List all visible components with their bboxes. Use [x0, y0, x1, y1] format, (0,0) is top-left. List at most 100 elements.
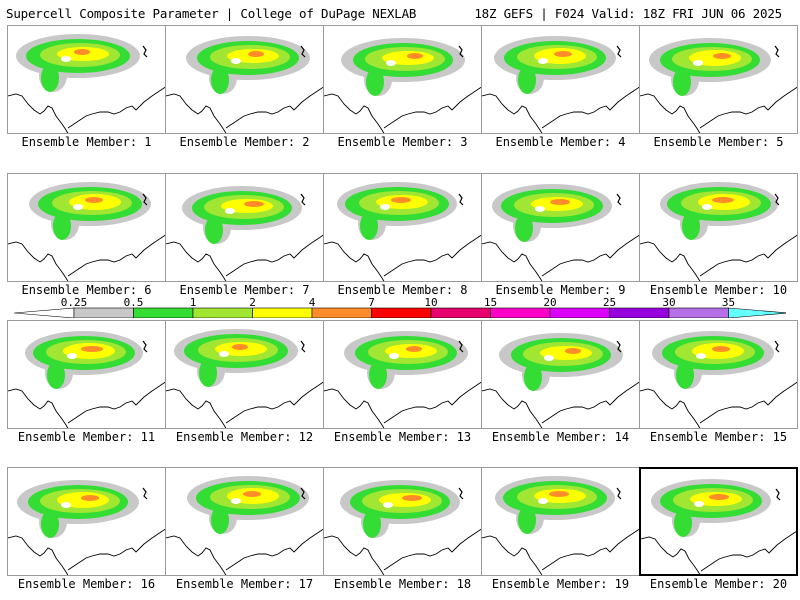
ensemble-member-map[interactable] — [481, 25, 640, 134]
lake-outline — [774, 340, 780, 353]
ensemble-member-label: Ensemble Member: 3 — [337, 135, 468, 149]
ensemble-member-map[interactable] — [639, 25, 798, 134]
coastline-border — [482, 381, 639, 428]
scp-contour-green — [673, 68, 691, 96]
scp-clear-spot — [696, 353, 706, 359]
ensemble-member-label: Ensemble Member: 4 — [495, 135, 626, 149]
ensemble-member-map[interactable] — [323, 320, 482, 429]
scp-contour-green — [369, 361, 387, 389]
ensemble-member-map[interactable] — [481, 173, 640, 282]
colorbar-segment — [668, 307, 729, 318]
colorbar-tick-label: 7 — [368, 296, 375, 309]
coastline-border — [8, 381, 165, 428]
scp-contour-green — [518, 506, 536, 534]
coastline-border — [482, 528, 639, 575]
coastline-border — [324, 86, 481, 133]
colorbar-segment — [252, 307, 313, 318]
scp-contour-orange — [74, 49, 90, 55]
lake-outline — [458, 487, 464, 500]
scp-clear-spot — [694, 501, 704, 507]
coastline-border — [166, 381, 323, 428]
scp-clear-spot — [73, 204, 83, 210]
coastline-border — [166, 234, 323, 281]
ensemble-member-label: Ensemble Member: 15 — [649, 430, 788, 444]
scp-clear-spot — [535, 206, 545, 212]
colorbar-tick-label: 2 — [249, 296, 256, 309]
lake-outline — [616, 487, 622, 500]
colorbar-segment — [490, 307, 551, 318]
ensemble-member-label: Ensemble Member: 14 — [491, 430, 630, 444]
scp-contour-orange — [248, 51, 264, 57]
ensemble-member-label: Ensemble Member: 12 — [175, 430, 314, 444]
colorbar-segment — [430, 307, 491, 318]
ensemble-member-label: Ensemble Member: 8 — [337, 283, 468, 297]
ensemble-member-map[interactable] — [7, 467, 166, 576]
coastline-border — [640, 86, 797, 133]
scp-contour-green — [41, 64, 59, 92]
colorbar-tick-label: 4 — [308, 296, 316, 309]
ensemble-member-label: Ensemble Member: 10 — [649, 283, 788, 297]
ensemble-member-map[interactable] — [165, 25, 324, 134]
ensemble-member-map[interactable] — [481, 467, 640, 576]
scp-clear-spot — [544, 355, 554, 361]
ensemble-member-map[interactable] — [7, 320, 166, 429]
lake-outline — [300, 45, 306, 58]
ensemble-member-label: Ensemble Member: 11 — [17, 430, 156, 444]
scp-clear-spot — [380, 204, 390, 210]
scp-contour-green — [53, 212, 71, 240]
scp-clear-spot — [702, 204, 712, 210]
scp-contour-green — [199, 359, 217, 387]
lake-outline — [142, 45, 148, 58]
colorbar-tick-label: 0.25 — [60, 296, 88, 309]
ensemble-member-map[interactable] — [165, 467, 324, 576]
lake-outline — [774, 45, 780, 58]
ensemble-member-map[interactable] — [323, 467, 482, 576]
ensemble-member-map[interactable] — [7, 173, 166, 282]
ensemble-member-map[interactable] — [323, 173, 482, 282]
scp-clear-spot — [538, 498, 548, 504]
scp-contour-green — [518, 66, 536, 94]
scp-clear-spot — [219, 351, 229, 357]
ensemble-member-map[interactable] — [639, 320, 798, 429]
scp-contour-green — [211, 506, 229, 534]
ensemble-member-map[interactable] — [7, 25, 166, 134]
scp-clear-spot — [693, 60, 703, 66]
ensemble-member-label: Ensemble Member: 16 — [17, 577, 156, 591]
ensemble-member-map[interactable] — [165, 320, 324, 429]
ensemble-member-map[interactable] — [481, 320, 640, 429]
scp-contour-green — [524, 363, 542, 391]
scp-contour-orange — [712, 197, 734, 203]
scp-contour-green — [360, 212, 378, 240]
coastline-border — [482, 86, 639, 133]
colorbar-segment — [728, 307, 786, 318]
coastline-border — [640, 234, 797, 281]
ensemble-member-map[interactable] — [639, 173, 798, 282]
scp-contour-orange — [81, 495, 99, 501]
ensemble-member-map[interactable] — [323, 25, 482, 134]
ensemble-member-label: Ensemble Member: 6 — [21, 283, 152, 297]
coastline-border — [324, 528, 481, 575]
scp-contour-green — [674, 509, 692, 537]
scp-contour-green — [211, 66, 229, 94]
colorbar-tick-label: 10 — [424, 296, 438, 309]
lake-outline — [458, 45, 464, 58]
scp-clear-spot — [231, 58, 241, 64]
ensemble-member-label: Ensemble Member: 13 — [333, 430, 472, 444]
scp-contour-orange — [549, 491, 569, 497]
colorbar-tick-label: 25 — [602, 296, 617, 309]
scp-clear-spot — [61, 56, 71, 62]
ensemble-member-label: Ensemble Member: 5 — [653, 135, 784, 149]
lake-outline — [142, 340, 148, 353]
ensemble-member-map[interactable] — [639, 467, 798, 576]
ensemble-member-label: Ensemble Member: 20 — [649, 577, 788, 591]
colorbar-segment — [311, 307, 372, 318]
ensemble-member-map[interactable] — [165, 173, 324, 282]
scp-contour-orange — [232, 344, 248, 350]
scp-clear-spot — [61, 502, 71, 508]
colorbar-tick-label: 20 — [543, 296, 557, 309]
coastline-border — [324, 381, 481, 428]
lake-outline — [142, 487, 148, 500]
scp-contour-orange — [565, 348, 581, 354]
lake-outline — [300, 340, 306, 353]
scp-clear-spot — [383, 502, 393, 508]
